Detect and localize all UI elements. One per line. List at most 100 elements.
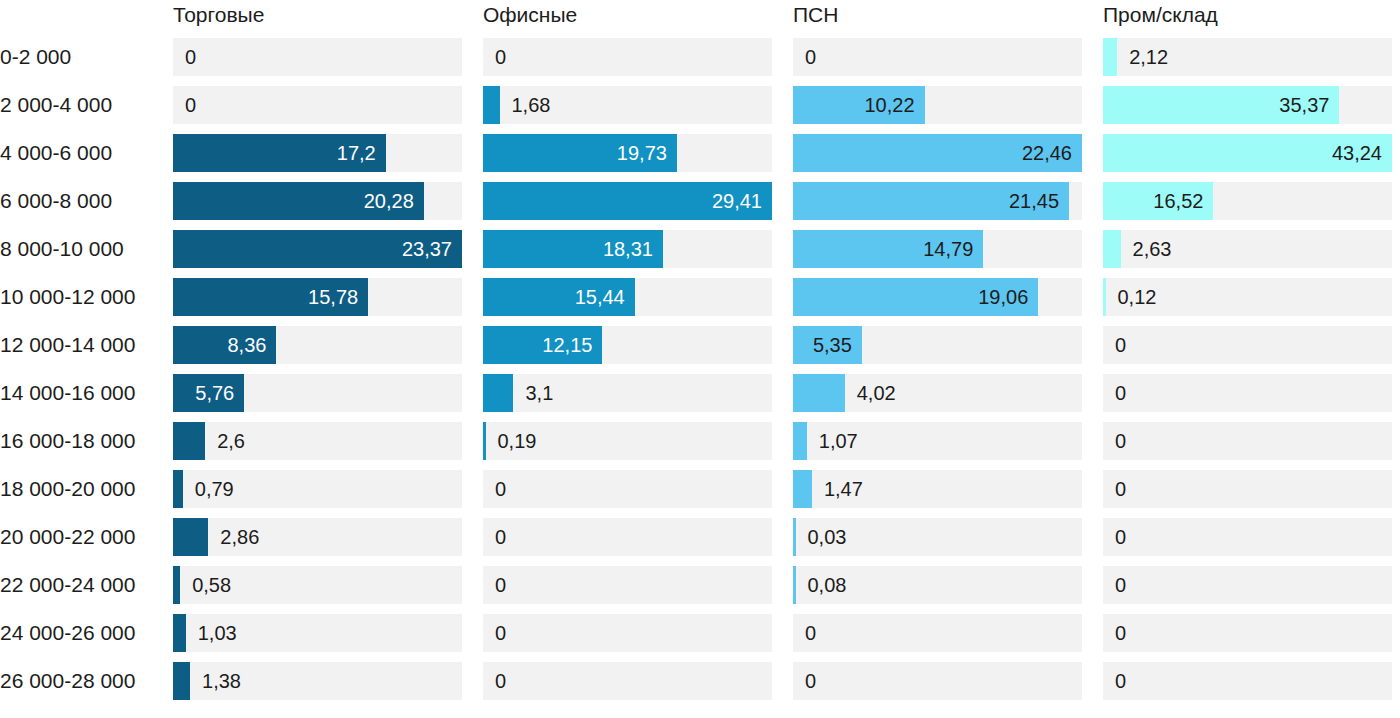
- chart-cell: 1,38: [173, 662, 462, 710]
- bar: [483, 422, 486, 460]
- value-label: 0: [1115, 374, 1126, 412]
- chart-cell: 0,03: [793, 518, 1082, 566]
- chart-cell: 0: [173, 38, 462, 86]
- bar-track: 12,15: [483, 326, 772, 364]
- chart-cell: 0: [1103, 374, 1392, 422]
- value-label: 10,22: [864, 86, 914, 124]
- value-label: 20,28: [364, 182, 414, 220]
- chart-cell: 5,35: [793, 326, 1082, 374]
- bar-track: 2,6: [173, 422, 462, 460]
- value-label: 0: [805, 614, 816, 652]
- chart-cell: 20,28: [173, 182, 462, 230]
- row-label: 16 000-18 000: [0, 422, 152, 470]
- bar-track: 35,37: [1103, 86, 1392, 124]
- chart-cell: 0: [483, 662, 772, 710]
- chart-cell: 10,22: [793, 86, 1082, 134]
- bar-track: 3,1: [483, 374, 772, 412]
- chart-cell: 0: [483, 518, 772, 566]
- bar-track: 15,78: [173, 278, 462, 316]
- value-label: 0: [185, 86, 196, 124]
- bar: [173, 614, 186, 652]
- value-label: 0: [185, 38, 196, 76]
- chart-cell: 2,63: [1103, 230, 1392, 278]
- chart-cell: 0,58: [173, 566, 462, 614]
- chart-cell: 0: [793, 662, 1082, 710]
- chart-cell: 2,12: [1103, 38, 1392, 86]
- bar-track: 22,46: [793, 134, 1082, 172]
- bar-track: 8,36: [173, 326, 462, 364]
- chart-cell: 17,2: [173, 134, 462, 182]
- bar-track: 0: [483, 614, 772, 652]
- bar: [173, 470, 183, 508]
- row-label: 18 000-20 000: [0, 470, 152, 518]
- bar-track: 2,86: [173, 518, 462, 556]
- value-label: 0,58: [192, 566, 231, 604]
- value-label: 4,02: [857, 374, 896, 412]
- chart-cell: 22,46: [793, 134, 1082, 182]
- value-label: 0: [495, 470, 506, 508]
- bar-track: 23,37: [173, 230, 462, 268]
- value-label: 8,36: [227, 326, 266, 364]
- chart-cell: 18,31: [483, 230, 772, 278]
- bar: [1103, 38, 1117, 76]
- column-header-2: Офисные: [483, 0, 772, 38]
- chart-cell: 1,68: [483, 86, 772, 134]
- chart-cell: 29,41: [483, 182, 772, 230]
- chart-cell: 0: [1103, 518, 1392, 566]
- chart-cell: 43,24: [1103, 134, 1392, 182]
- value-label: 1,03: [198, 614, 237, 652]
- row-label: 12 000-14 000: [0, 326, 152, 374]
- chart-cell: 0: [793, 614, 1082, 662]
- value-label: 2,86: [220, 518, 259, 556]
- value-label: 19,73: [617, 134, 667, 172]
- bar-track: 5,76: [173, 374, 462, 412]
- bar-track: 16,52: [1103, 182, 1392, 220]
- chart-cell: 0,79: [173, 470, 462, 518]
- bar-track: 0: [793, 614, 1082, 652]
- chart-cell: 23,37: [173, 230, 462, 278]
- bar-track: 0: [1103, 374, 1392, 412]
- value-label: 43,24: [1332, 134, 1382, 172]
- bar-track: 19,06: [793, 278, 1082, 316]
- row-label: 24 000-26 000: [0, 614, 152, 662]
- chart-cell: 12,15: [483, 326, 772, 374]
- chart-cell: 21,45: [793, 182, 1082, 230]
- bar: [173, 422, 205, 460]
- value-label: 12,15: [542, 326, 592, 364]
- bar: [173, 566, 180, 604]
- bar-track: 0,03: [793, 518, 1082, 556]
- chart-cell: 15,44: [483, 278, 772, 326]
- row-label: 6 000-8 000: [0, 182, 152, 230]
- bar-track: 1,07: [793, 422, 1082, 460]
- bar: [793, 566, 796, 604]
- value-label: 2,12: [1129, 38, 1168, 76]
- bar-track: 1,03: [173, 614, 462, 652]
- bar-track: 29,41: [483, 182, 772, 220]
- value-label: 0,12: [1118, 278, 1157, 316]
- chart-cell: 0: [793, 38, 1082, 86]
- bar: [483, 374, 513, 412]
- chart-cell: 0,08: [793, 566, 1082, 614]
- chart-cell: 15,78: [173, 278, 462, 326]
- bar-track: 0: [1103, 614, 1392, 652]
- value-label: 0,19: [498, 422, 537, 460]
- column-header-1: Торговые: [173, 0, 462, 38]
- bar-track: 0: [173, 86, 462, 124]
- row-label: 8 000-10 000: [0, 230, 152, 278]
- bar-track: 0: [483, 662, 772, 700]
- value-label: 1,47: [824, 470, 863, 508]
- row-label: 0-2 000: [0, 38, 152, 86]
- value-label: 17,2: [337, 134, 376, 172]
- chart-cell: 0: [1103, 422, 1392, 470]
- value-label: 19,06: [978, 278, 1028, 316]
- value-label: 0: [495, 614, 506, 652]
- bar-track: 0: [483, 38, 772, 76]
- row-label: 26 000-28 000: [0, 662, 152, 710]
- bar-track: 0,08: [793, 566, 1082, 604]
- chart-cell: 0: [483, 470, 772, 518]
- bar: [483, 86, 500, 124]
- value-label: 16,52: [1153, 182, 1203, 220]
- bar-track: 5,35: [793, 326, 1082, 364]
- value-label: 15,44: [575, 278, 625, 316]
- value-label: 0: [1115, 518, 1126, 556]
